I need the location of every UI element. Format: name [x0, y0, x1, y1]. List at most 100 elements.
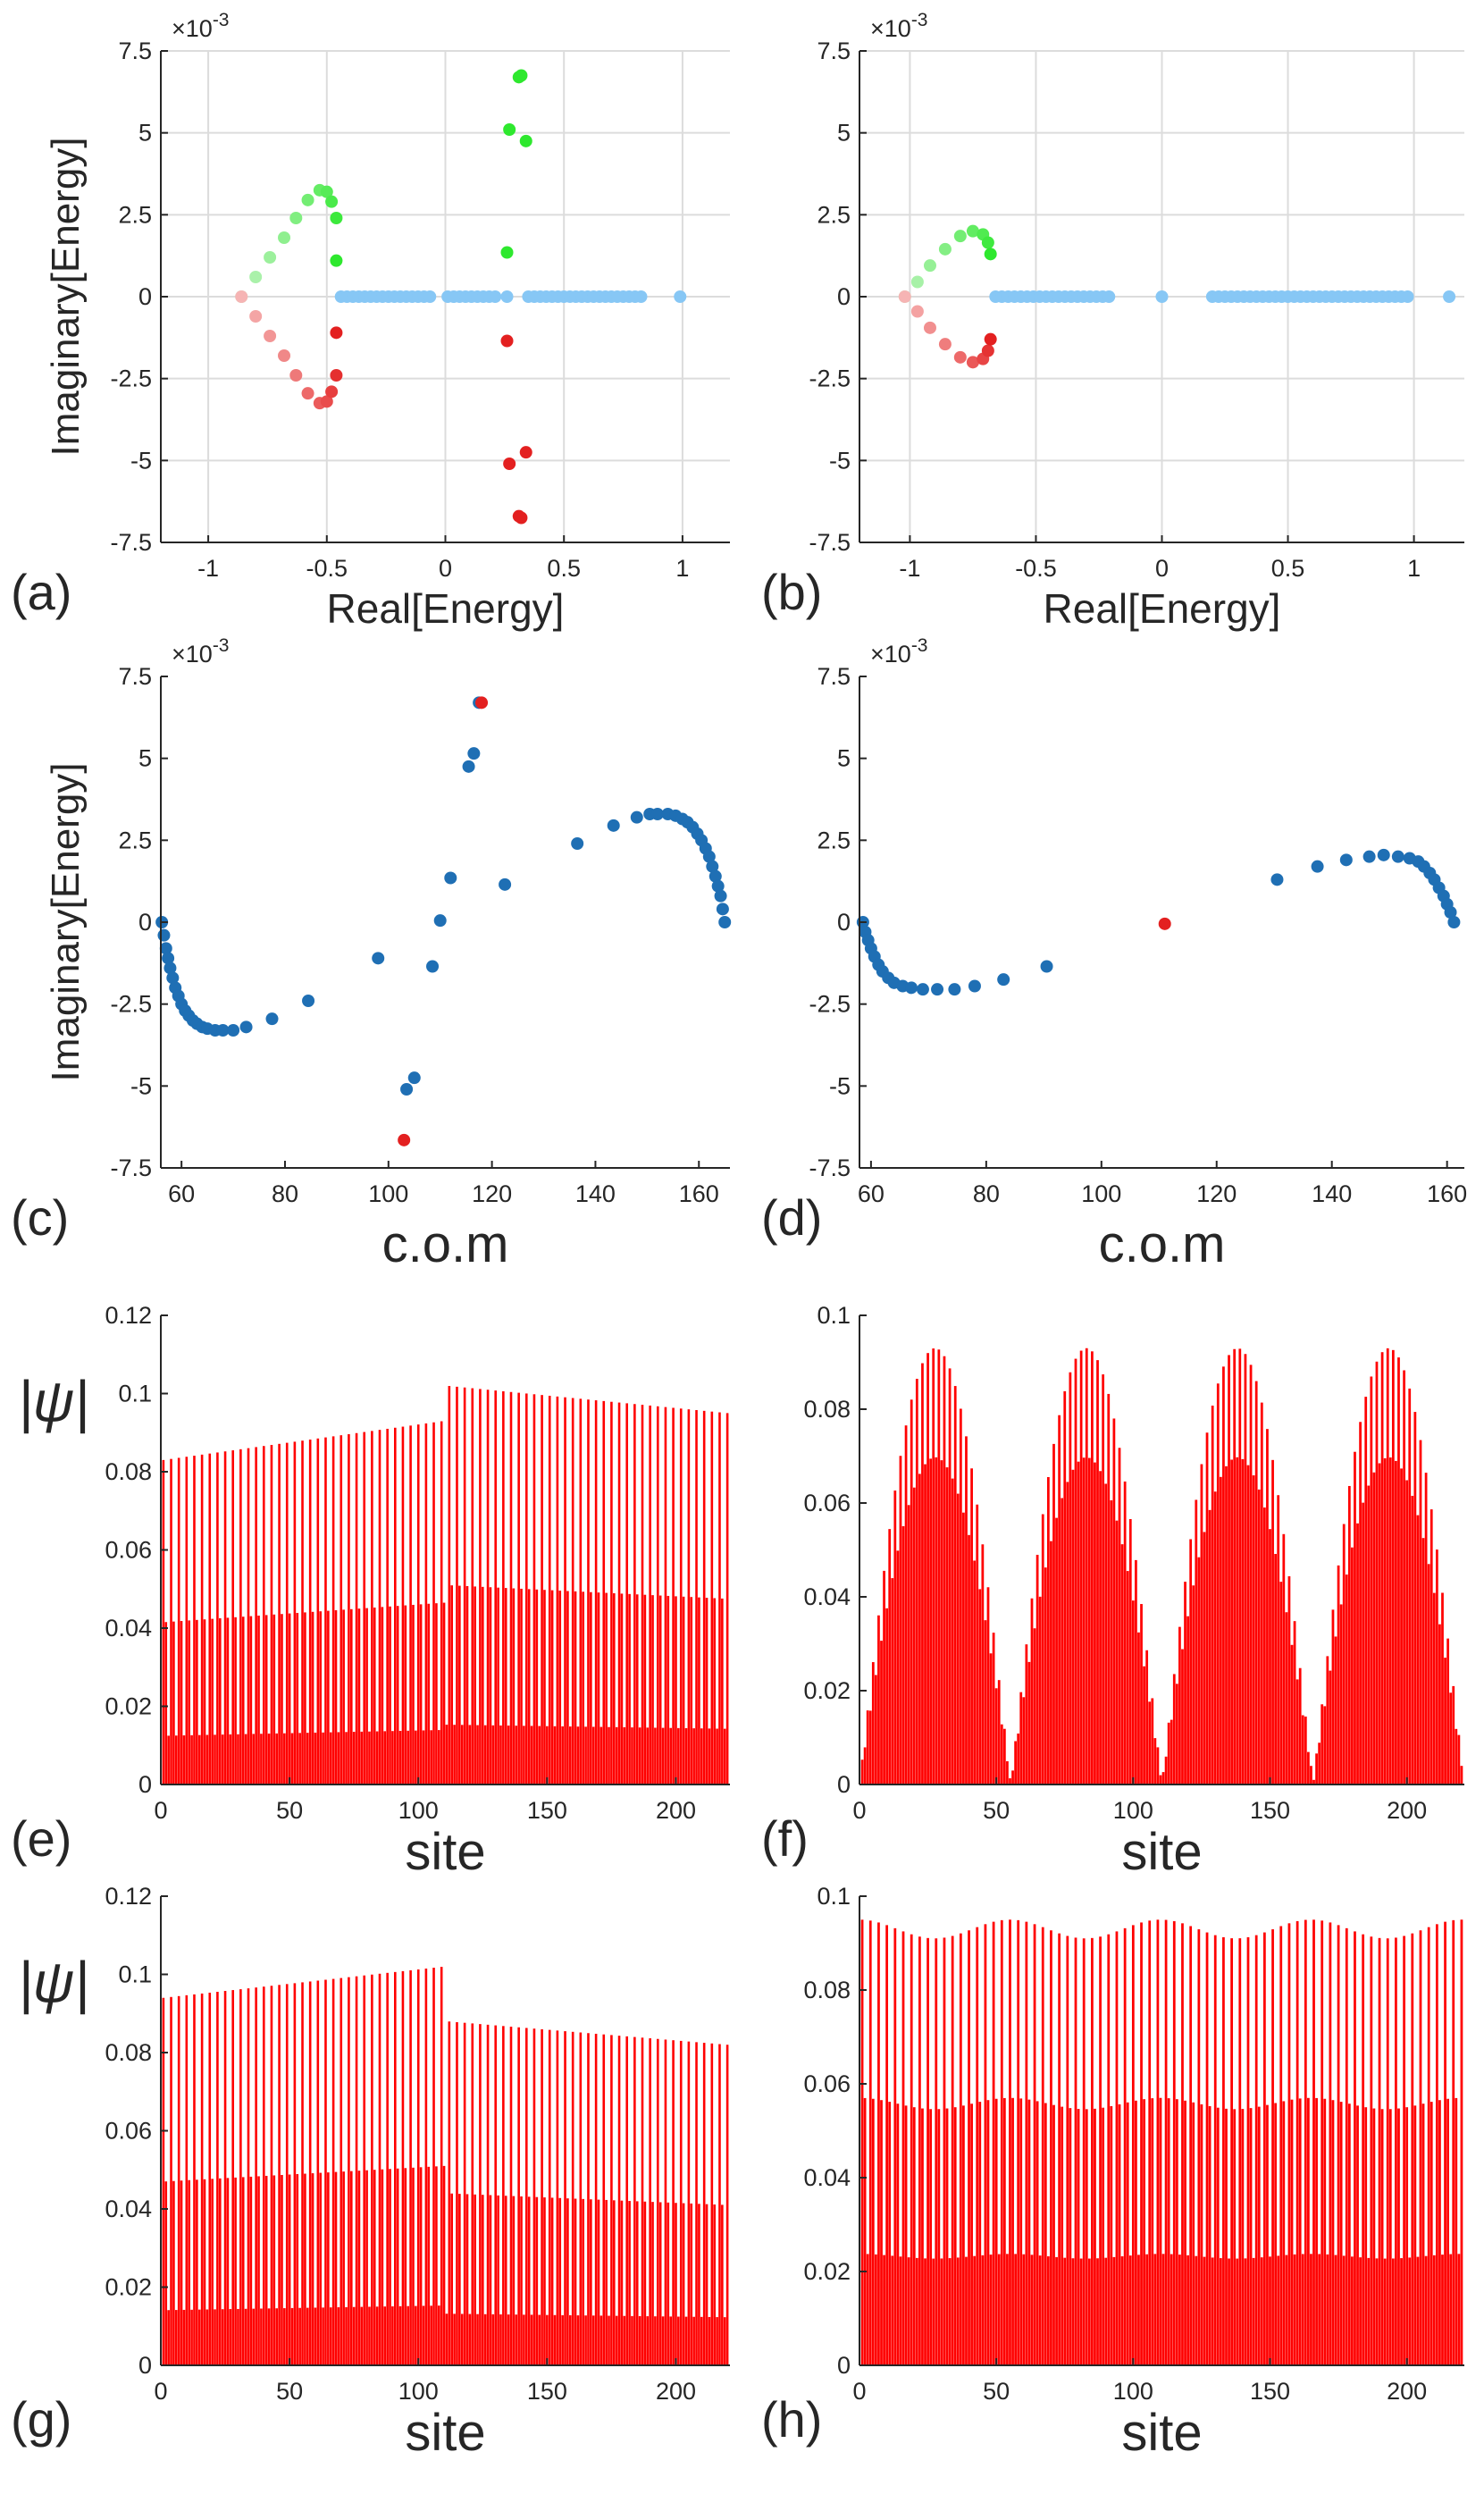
bar — [393, 1971, 397, 2365]
bar — [381, 2169, 384, 2365]
bar — [1046, 1476, 1050, 1784]
data-point — [953, 350, 967, 364]
bar — [1159, 2097, 1162, 2365]
data-point — [330, 212, 343, 224]
bar — [267, 1734, 271, 1784]
bar — [368, 1731, 371, 1784]
y-tick-label: 0 — [837, 283, 851, 310]
y-tick-label: -5 — [829, 447, 851, 474]
bar — [298, 2307, 301, 2365]
bar — [1411, 1933, 1414, 2365]
bar — [1312, 1779, 1315, 1784]
bar — [1172, 1920, 1176, 2365]
bar — [1323, 1706, 1327, 1784]
bar — [1345, 1927, 1348, 2365]
bar — [705, 1598, 708, 1784]
bar — [515, 2314, 518, 2365]
bar — [497, 1587, 499, 1784]
bar — [1140, 1922, 1143, 2365]
data-layer — [235, 69, 687, 525]
bar — [1395, 1937, 1397, 2365]
bar — [391, 1731, 394, 1784]
data-point — [953, 230, 967, 243]
data-point — [650, 808, 664, 820]
series-highlight — [398, 696, 489, 1146]
bar — [574, 1591, 577, 1784]
bar — [943, 1937, 946, 2365]
bar — [247, 1448, 250, 1784]
bar — [1167, 2098, 1170, 2365]
y-tick-label: 0.08 — [105, 2039, 152, 2066]
bar — [1460, 1919, 1463, 2365]
bar — [915, 1378, 918, 1784]
y-tick-label: 0.02 — [803, 1677, 851, 1704]
bar — [951, 1936, 954, 2365]
bar — [667, 1595, 670, 1784]
bar — [460, 1725, 464, 1784]
y-axis-label: Imaginary[Energy] — [44, 762, 88, 1081]
x-tick-label: 1 — [1407, 555, 1421, 582]
bar — [216, 1992, 219, 2365]
bar — [590, 1591, 592, 1784]
bar — [298, 1733, 301, 1784]
bar — [561, 1726, 564, 1784]
bar — [910, 1399, 913, 1784]
bar — [932, 1348, 935, 1784]
data-point — [968, 979, 981, 993]
bar — [1128, 1519, 1132, 1784]
bar — [170, 1996, 172, 2365]
y-tick-label: -5 — [130, 1072, 152, 1099]
bar — [576, 1726, 580, 1784]
bar — [264, 1615, 268, 1784]
bar — [205, 2309, 209, 2365]
x-tick-label: 80 — [973, 1180, 1000, 1207]
panel-label: (d) — [761, 1189, 822, 1246]
bar — [445, 2313, 449, 2365]
bar — [1411, 1495, 1414, 1784]
bar — [468, 2313, 472, 2365]
bar — [530, 1726, 533, 1784]
bar — [1140, 1604, 1143, 1784]
bar — [306, 1733, 309, 1784]
bar — [1446, 2098, 1449, 2365]
bar — [1143, 2099, 1145, 2365]
bar — [1041, 1927, 1044, 2365]
bar — [1432, 2255, 1436, 2365]
y-tick-label: 7.5 — [118, 663, 152, 690]
bar — [1159, 1775, 1162, 1784]
bar — [267, 2308, 271, 2365]
bar — [656, 2038, 659, 2365]
y-tick-label: -2.5 — [809, 991, 851, 1018]
axis-exponent: ×10-3 — [172, 10, 230, 42]
y-tick-label: 0.02 — [803, 2258, 851, 2285]
bar — [885, 1608, 889, 1784]
bar — [981, 1544, 985, 1784]
y-tick-label: -7.5 — [110, 1155, 152, 1181]
y-tick-label: 0 — [138, 909, 152, 936]
bar — [885, 1925, 889, 2365]
bar — [553, 1726, 557, 1784]
data-point — [499, 878, 512, 891]
bar — [1079, 1350, 1083, 1784]
data-point — [916, 983, 929, 996]
bar — [504, 2196, 507, 2365]
y-tick-label: 0.06 — [105, 1537, 152, 1564]
y-tick-label: 0.06 — [803, 2070, 851, 2097]
bar — [1372, 1472, 1376, 1784]
bar — [460, 2313, 464, 2365]
bar — [1123, 1481, 1127, 1784]
bar — [1233, 2109, 1237, 2365]
data-point — [216, 1024, 230, 1037]
bar — [491, 1725, 495, 1784]
bar — [241, 2177, 245, 2365]
bar — [308, 1439, 312, 1784]
bar — [1195, 2255, 1198, 2365]
data-point — [938, 338, 952, 351]
y-tick-label: 5 — [837, 745, 851, 772]
bar — [1135, 1559, 1137, 1784]
bar — [319, 1611, 323, 1784]
bar — [672, 1407, 675, 1784]
bar — [945, 1467, 949, 1784]
bar — [1104, 1483, 1108, 1784]
bar — [620, 2200, 624, 2365]
